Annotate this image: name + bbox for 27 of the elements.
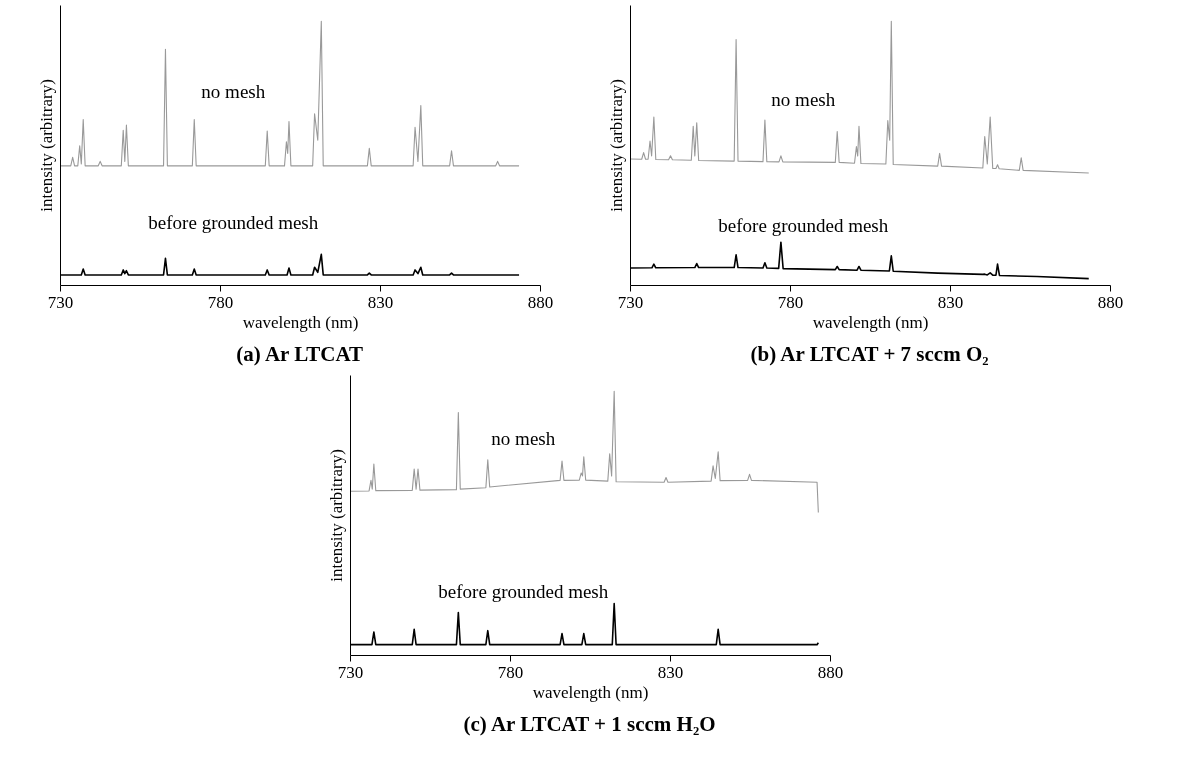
y-axis-title: intensity (arbitrary) — [326, 449, 346, 582]
x-axis-title: wavelength (nm) — [242, 312, 359, 332]
x-tick-label: 780 — [207, 292, 234, 312]
x-tick-label: 780 — [497, 662, 524, 682]
x-tick-label: 730 — [47, 292, 74, 312]
series-label: before grounded mesh — [148, 211, 319, 233]
y-axis-title: intensity (arbitrary) — [36, 79, 56, 212]
x-tick-label: 730 — [617, 292, 644, 312]
text: (a) Ar LTCAT — [236, 341, 364, 366]
x-tick-label: 830 — [937, 292, 964, 312]
series-label: no mesh — [771, 88, 836, 110]
x-tick-label: 730 — [337, 662, 364, 682]
x-tick-label: 830 — [657, 662, 684, 682]
series-label: no mesh — [201, 81, 266, 103]
x-tick-label: 830 — [367, 292, 394, 312]
series-label: before grounded mesh — [718, 215, 889, 237]
x-tick-label: 880 — [1097, 292, 1124, 312]
x-axis-title: wavelength (nm) — [812, 312, 929, 332]
y-axis-title: intensity (arbitrary) — [606, 79, 626, 212]
x-tick-label: 880 — [527, 292, 554, 312]
series-label: no mesh — [491, 428, 556, 450]
x-axis-title: wavelength (nm) — [532, 682, 649, 702]
series-label: before grounded mesh — [438, 581, 609, 603]
x-tick-label: 880 — [817, 662, 844, 682]
text: (c) Ar LTCAT + 1 sccm H₂O — [463, 711, 716, 736]
x-tick-label: 780 — [777, 292, 804, 312]
text: (b) Ar LTCAT + 7 sccm O₂ — [750, 341, 989, 366]
